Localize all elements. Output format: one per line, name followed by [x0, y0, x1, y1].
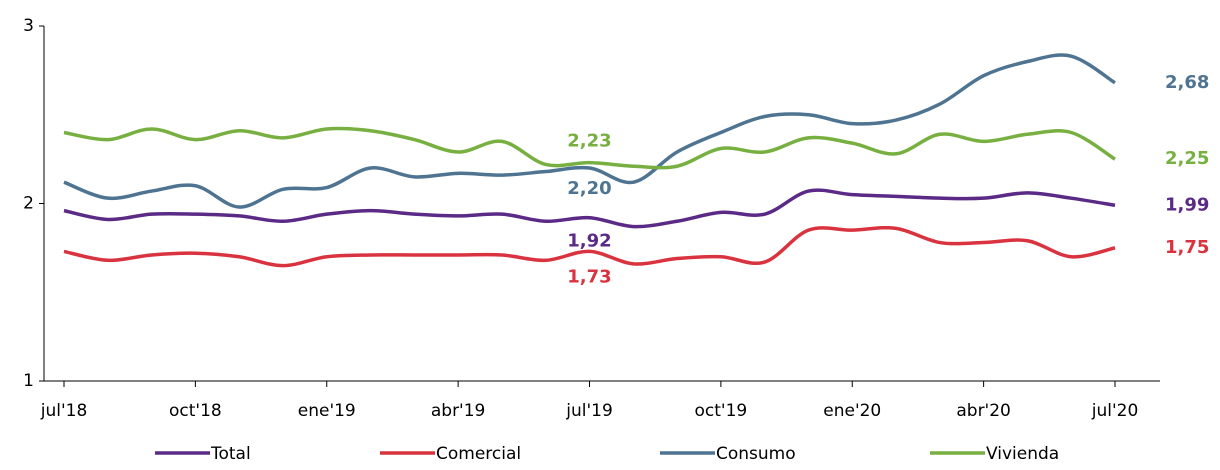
x-tick-label: abr'20: [956, 401, 1011, 421]
data-label: 2,68: [1165, 72, 1209, 93]
line-series: [63, 53, 1116, 209]
legend-label: Consumo: [716, 444, 796, 464]
legend-label: Total: [210, 444, 251, 464]
x-tick-label: jul'20: [1091, 401, 1139, 421]
x-tick-label: jul'18: [40, 401, 88, 421]
x-tick-label: oct'19: [695, 401, 748, 421]
legend-label: Comercial: [436, 444, 521, 464]
line-series: [63, 188, 1116, 229]
legend-label: Vivienda: [986, 444, 1059, 464]
data-label: 2,23: [567, 131, 611, 152]
line-series: [63, 126, 1116, 170]
y-tick-label: 2: [23, 194, 34, 214]
data-label: 1,73: [567, 266, 611, 287]
y-tick-label: 1: [23, 371, 34, 391]
x-tick-label: ene'20: [823, 401, 881, 421]
data-label: 1,75: [1165, 237, 1209, 258]
y-tick-label: 3: [23, 16, 34, 36]
data-label: 2,20: [567, 178, 611, 199]
x-tick-label: oct'18: [169, 401, 222, 421]
x-tick-label: jul'19: [565, 401, 613, 421]
line-series: [63, 225, 1116, 268]
data-label: 1,99: [1165, 194, 1209, 215]
x-tick-label: abr'19: [431, 401, 486, 421]
x-tick-label: ene'19: [298, 401, 356, 421]
data-label: 2,25: [1165, 148, 1209, 169]
data-label: 1,92: [567, 231, 611, 252]
